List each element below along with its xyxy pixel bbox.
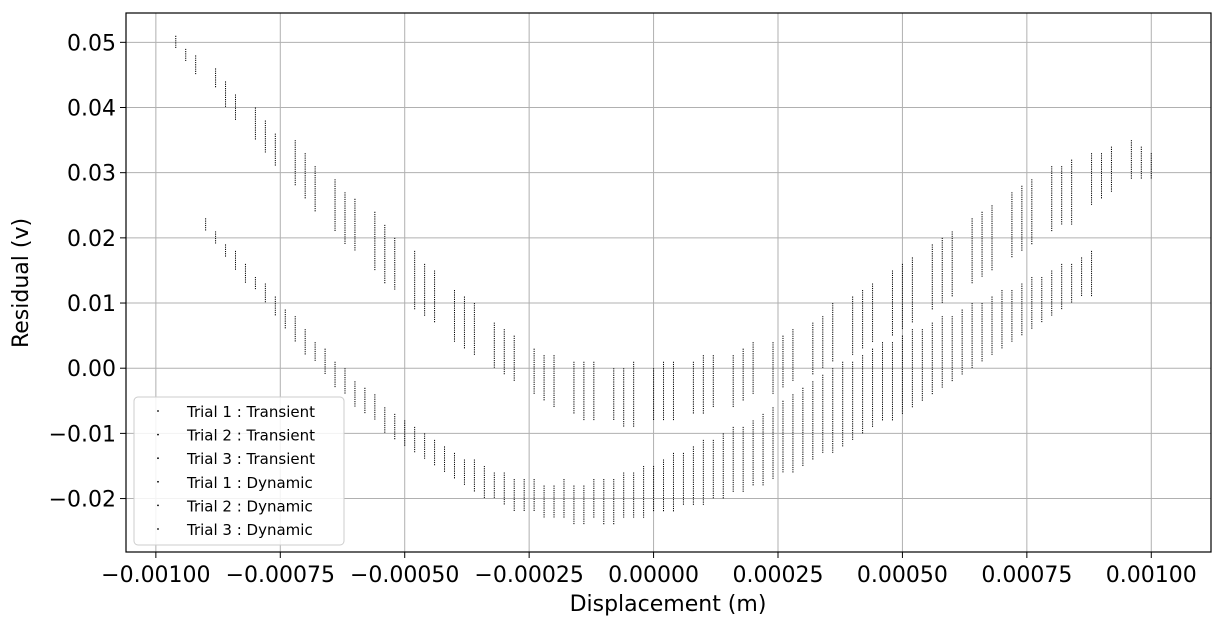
y-tick-label: 0.00 (67, 357, 116, 382)
series-3 (195, 55, 1152, 427)
x-tick-label: −0.00025 (474, 563, 583, 588)
legend-marker (157, 457, 159, 460)
y-tick-label: 0.01 (67, 292, 116, 317)
x-tick-label: 0.00025 (733, 563, 824, 588)
legend-marker (157, 504, 159, 507)
x-tick-label: 0.00100 (1106, 563, 1197, 588)
y-tick-label: 0.02 (67, 227, 116, 252)
y-tick-label: 0.03 (67, 162, 116, 187)
legend-label: Trial 2 : Dynamic (186, 497, 313, 515)
series-4 (205, 218, 1073, 519)
series-1 (175, 35, 1132, 421)
y-tick-label: −0.02 (49, 488, 116, 513)
y-axis-ticks: −0.02 −0.01 0.00 0.01 0.02 0.03 0.04 0.05 (49, 31, 126, 513)
y-tick-label: 0.05 (67, 31, 116, 56)
legend-label: Trial 3 : Dynamic (186, 521, 313, 539)
x-tick-label: −0.00075 (226, 563, 335, 588)
series-6 (225, 244, 1093, 525)
legend: Trial 1 : Transient Trial 2 : Transient Tr… (133, 396, 345, 546)
x-tick-label: 0.00000 (608, 563, 699, 588)
legend-marker (157, 528, 159, 530)
legend-label: Trial 1 : Dynamic (186, 474, 313, 492)
y-tick-label: −0.01 (49, 422, 116, 447)
legend-box (133, 396, 345, 546)
legend-label: Trial 1 : Transient (186, 403, 315, 421)
x-tick-label: −0.00100 (101, 563, 210, 588)
grid-lines (126, 13, 1211, 552)
x-axis-ticks: −0.00100 −0.00075 −0.00050 −0.00025 0.00000 0… (101, 552, 1197, 588)
data-marks (175, 35, 1152, 525)
x-tick-label: 0.00075 (981, 563, 1072, 588)
x-tick-label: 0.00050 (857, 563, 948, 588)
legend-label: Trial 2 : Transient (186, 427, 315, 445)
y-axis-label: Residual (v) (9, 218, 34, 348)
legend-marker (157, 410, 159, 412)
series-2 (185, 48, 1142, 427)
legend-label: Trial 3 : Transient (186, 450, 315, 468)
legend-marker (157, 480, 159, 483)
x-axis-label: Displacement (m) (570, 592, 767, 617)
y-tick-label: 0.04 (67, 97, 116, 122)
x-tick-label: −0.00050 (350, 563, 459, 588)
series-5 (215, 231, 1083, 525)
plot-frame (125, 12, 1212, 553)
legend-marker (157, 433, 159, 436)
